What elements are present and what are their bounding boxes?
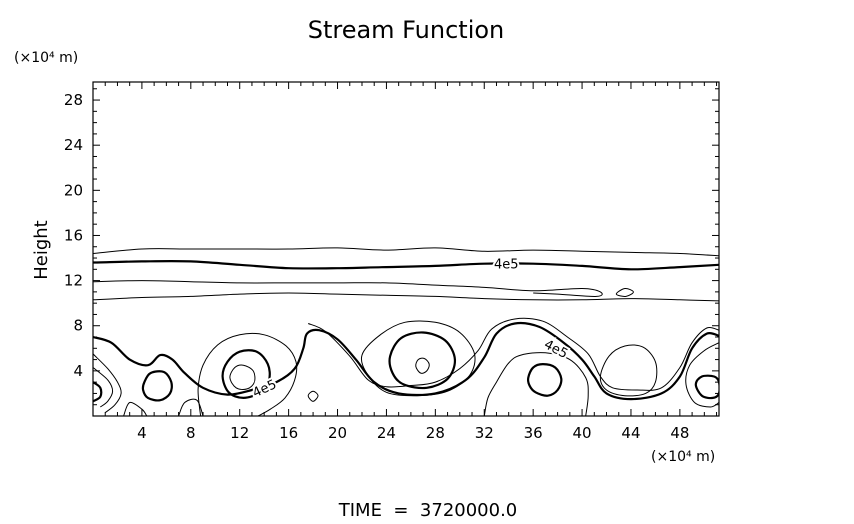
- x-tick-label: 36: [524, 424, 543, 442]
- contour-line-5: [615, 287, 634, 297]
- contour-line-7: [93, 353, 122, 414]
- x-tick-label: 40: [573, 424, 592, 442]
- contour-label-1: 4e5: [541, 337, 570, 362]
- y-tick-label: 12: [64, 272, 83, 290]
- contour-line-10: [123, 401, 148, 416]
- x-tick-label: 4: [137, 424, 147, 442]
- y-tick-label: 16: [64, 226, 83, 244]
- x-tick-label: 28: [426, 424, 445, 442]
- contour-line-12: [141, 370, 173, 402]
- x-tick-label: 24: [377, 424, 396, 442]
- y-tick-label: 4: [73, 362, 83, 380]
- contour-line-18: [360, 320, 476, 397]
- contour-line-6: [93, 321, 719, 401]
- contour-line-2: [93, 259, 719, 271]
- plot-frame: [92, 81, 720, 417]
- contour-line-24: [685, 342, 719, 408]
- footer-time: TIME = 3720000.0: [338, 500, 518, 519]
- contour-line-15: [229, 364, 256, 390]
- contour-line-13: [197, 332, 298, 416]
- y-tick-label: 28: [64, 91, 83, 109]
- y-axis-label: Height: [31, 220, 52, 280]
- x-tick-label: 8: [186, 424, 196, 442]
- axis-ticks: [93, 82, 719, 416]
- x-tick-label: 20: [328, 424, 347, 442]
- x-tick-label: 16: [279, 424, 298, 442]
- contour-line-1: [93, 247, 719, 257]
- contour-line-17: [307, 317, 719, 391]
- x-tick-label: 12: [230, 424, 249, 442]
- contour-line-25: [694, 374, 719, 400]
- contour-line-3: [93, 280, 603, 297]
- y-unit-label: (×10⁴ m): [14, 50, 78, 66]
- contour-line-4: [93, 292, 719, 302]
- contour-line-23: [599, 344, 658, 397]
- contour-line-8: [93, 367, 114, 408]
- contour-line-9: [93, 381, 103, 403]
- contour-line-20: [415, 357, 430, 374]
- y-tick-label: 8: [73, 317, 83, 335]
- contour-line-11: [178, 398, 204, 416]
- contour-lines: [93, 247, 719, 416]
- y-tick-label: 20: [64, 181, 83, 199]
- x-tick-label: 44: [621, 424, 640, 442]
- contour-line-14: [221, 349, 271, 399]
- x-tick-label: 32: [475, 424, 494, 442]
- contour-line-16: [307, 390, 319, 402]
- contour-line-19: [388, 331, 457, 390]
- x-tick-label: 48: [670, 424, 689, 442]
- contour-label-3: 4e5: [494, 258, 519, 273]
- chart-title: Stream Function: [308, 16, 505, 44]
- y-tick-label: 24: [64, 136, 83, 154]
- contour-line-22: [526, 363, 563, 397]
- contour-line-21: [483, 352, 589, 416]
- x-unit-label: (×10⁴ m): [651, 449, 715, 465]
